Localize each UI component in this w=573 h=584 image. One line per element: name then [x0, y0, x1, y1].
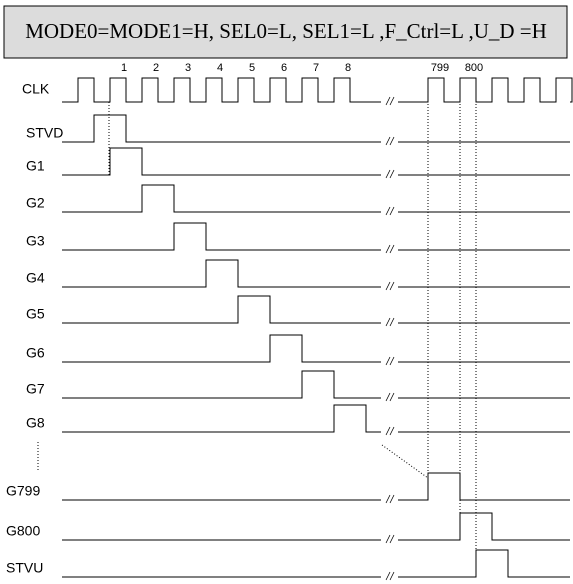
break-mark [385, 206, 391, 216]
clock-number: 1 [121, 62, 127, 74]
break-gap [381, 113, 398, 144]
break-gap [381, 294, 398, 325]
guide-line [381, 444, 429, 479]
waveform [62, 259, 570, 288]
waveform [62, 472, 570, 501]
waveform [62, 147, 570, 176]
signal-label: G5 [26, 306, 45, 322]
waveform [62, 114, 570, 143]
clock-number: 7 [313, 62, 319, 74]
signal-label: CLK [22, 81, 50, 97]
signal-label: G800 [6, 523, 40, 539]
signal-label: G2 [26, 195, 45, 211]
break-mark [389, 206, 395, 216]
break-gap [381, 258, 398, 289]
header-box [3, 5, 568, 59]
waveform [62, 77, 573, 103]
break-mark [385, 494, 391, 504]
break-gap [381, 146, 398, 177]
waveform [62, 549, 570, 578]
break-mark [385, 281, 391, 291]
break-gap [381, 333, 398, 364]
break-mark [389, 244, 395, 254]
break-mark [385, 244, 391, 254]
clock-number: 3 [185, 62, 191, 74]
clock-number: 799 [431, 62, 449, 74]
signal-label: G3 [26, 233, 45, 249]
waveform [62, 334, 570, 363]
break-mark [389, 169, 395, 179]
signal-label: G4 [26, 270, 45, 286]
break-mark [389, 534, 395, 544]
break-mark [389, 392, 395, 402]
break-mark [389, 281, 395, 291]
break-mark [385, 317, 391, 327]
break-mark [385, 534, 391, 544]
break-mark [385, 169, 391, 179]
break-gap [381, 548, 398, 579]
break-mark [385, 392, 391, 402]
break-mark [389, 494, 395, 504]
signal-label: G7 [26, 381, 45, 397]
header-title: MODE0=MODE1=H, SEL0=L, SEL1=L ,F_Ctrl=L … [25, 19, 547, 43]
break-mark [389, 426, 395, 436]
break-mark [385, 356, 391, 366]
clock-number: 5 [249, 62, 255, 74]
clock-number: 8 [345, 62, 351, 74]
signal-label: STVD [26, 125, 63, 141]
break-gap [381, 183, 398, 214]
clock-number: 6 [281, 62, 287, 74]
signal-label: G8 [26, 415, 45, 431]
signal-label: G1 [26, 158, 45, 174]
waveform [62, 404, 570, 433]
clock-number: 4 [217, 62, 223, 74]
waveform [62, 184, 570, 213]
break-gap [381, 471, 398, 502]
break-gap [381, 221, 398, 252]
break-gap [381, 511, 398, 542]
break-mark [385, 96, 391, 106]
waveform [62, 222, 570, 251]
signal-label: G799 [6, 483, 40, 499]
break-mark [389, 96, 395, 106]
break-gap [381, 369, 398, 400]
signal-label: G6 [26, 345, 45, 361]
break-mark [385, 571, 391, 581]
signal-label: STVU [6, 560, 43, 576]
waveform [62, 512, 570, 541]
break-gap [381, 76, 398, 104]
break-mark [385, 426, 391, 436]
clock-number: 2 [153, 62, 159, 74]
break-mark [389, 356, 395, 366]
clock-number: 800 [465, 62, 483, 74]
waveform [62, 295, 570, 324]
waveform [62, 370, 570, 399]
break-mark [389, 571, 395, 581]
break-gap [381, 403, 398, 434]
break-mark [389, 136, 395, 146]
break-mark [385, 136, 391, 146]
break-mark [389, 317, 395, 327]
